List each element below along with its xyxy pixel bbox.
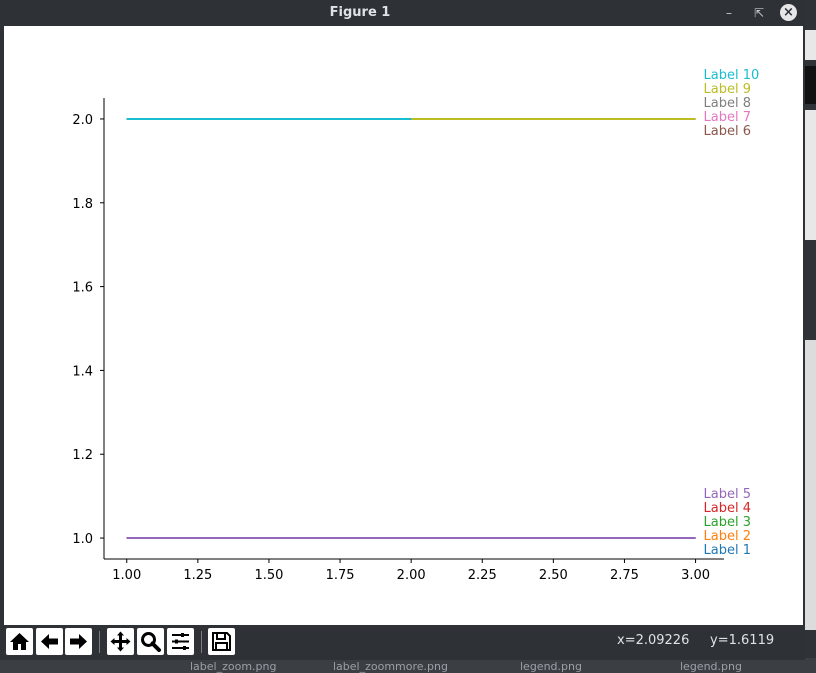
- cursor-y-readout: y=1.6119: [710, 633, 775, 648]
- save-icon[interactable]: [208, 628, 235, 655]
- cursor-coordinates: x=2.09226 y=1.6119: [617, 633, 774, 648]
- y-tick-label: 1.4: [72, 364, 93, 379]
- figure-window: Figure 1 – ⇱ × 1.00 1.25 1.50 1.75 2.00 2.25 2…: [0, 0, 805, 660]
- background-file-label: label_zoom.png: [190, 660, 277, 673]
- background-file-label: legend.png: [520, 660, 582, 673]
- plot-canvas[interactable]: 1.00 1.25 1.50 1.75 2.00 2.25 2.50 2.75 3.00 1.0 1…: [4, 26, 803, 625]
- forward-icon[interactable]: [65, 628, 92, 655]
- x-tick-label: 1.25: [183, 568, 212, 583]
- series-label: Label 2: [704, 529, 751, 544]
- window-title: Figure 1: [329, 5, 391, 20]
- background-window-strip: [805, 0, 816, 672]
- x-tick-label: 3.00: [681, 568, 710, 583]
- configure-subplots-icon[interactable]: [167, 628, 194, 655]
- series-label: Label 4: [704, 501, 751, 516]
- minimize-icon[interactable]: –: [726, 6, 732, 20]
- home-icon[interactable]: [6, 628, 33, 655]
- series-label: Label 9: [704, 82, 751, 97]
- y-tick-label: 2.0: [72, 113, 93, 128]
- background-file-label: legend.png: [680, 660, 742, 673]
- cursor-x-readout: x=2.09226: [617, 633, 690, 648]
- series-label: Label 1: [704, 543, 751, 558]
- series-label: Label 3: [704, 515, 751, 530]
- zoom-icon[interactable]: [137, 628, 164, 655]
- series-label: Label 7: [704, 110, 751, 125]
- x-tick-label: 2.25: [468, 568, 497, 583]
- background-file-strip: label_zoom.png label_zoommore.png legend…: [0, 658, 816, 673]
- pan-icon[interactable]: [107, 628, 134, 655]
- series-label: Label 8: [704, 96, 751, 111]
- y-tick-label: 1.2: [72, 448, 93, 463]
- x-tick-label: 2.75: [610, 568, 639, 583]
- chart-svg: 1.00 1.25 1.50 1.75 2.00 2.25 2.50 2.75 3.00 1.0 1…: [72, 68, 760, 583]
- background-file-label: label_zoommore.png: [333, 660, 448, 673]
- close-icon[interactable]: ×: [780, 4, 797, 21]
- maximize-icon[interactable]: ⇱: [753, 6, 765, 20]
- series-label: Label 10: [704, 68, 760, 83]
- x-tick-label: 2.00: [397, 568, 426, 583]
- x-tick-label: 1.00: [112, 568, 141, 583]
- series-label: Label 6: [704, 124, 751, 139]
- y-tick-label: 1.8: [72, 197, 93, 212]
- title-bar[interactable]: Figure 1 – ⇱ ×: [0, 0, 805, 26]
- back-icon[interactable]: [36, 628, 63, 655]
- series-label: Label 5: [704, 487, 751, 502]
- y-tick-label: 1.0: [72, 532, 93, 547]
- x-tick-label: 1.50: [254, 568, 283, 583]
- x-tick-label: 1.75: [326, 568, 355, 583]
- x-tick-label: 2.50: [539, 568, 568, 583]
- y-tick-label: 1.6: [72, 281, 93, 296]
- navigation-toolbar: x=2.09226 y=1.6119: [0, 625, 805, 660]
